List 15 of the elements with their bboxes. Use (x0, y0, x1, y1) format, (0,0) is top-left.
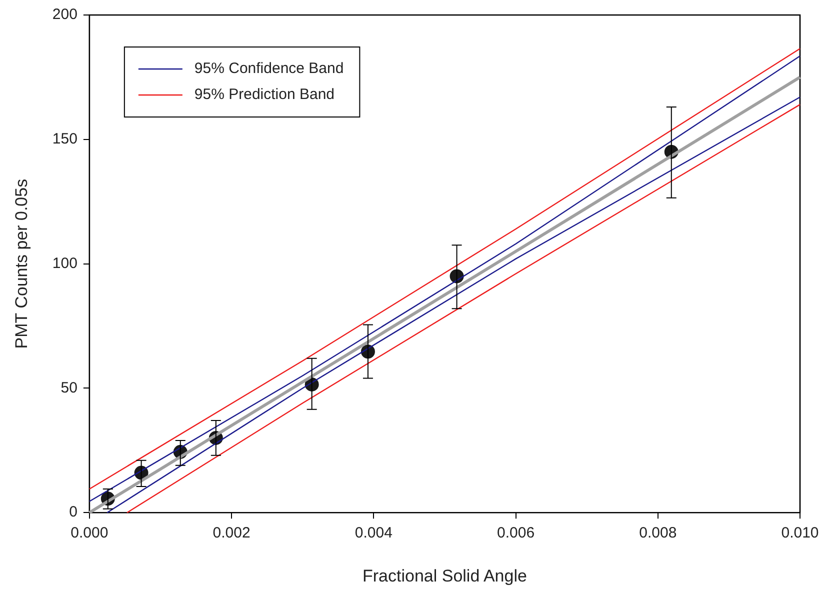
x-tick-label: 0.006 (496, 524, 535, 542)
x-tick-label: 0.010 (781, 524, 819, 542)
legend-label: 95% Confidence Band (194, 60, 344, 78)
x-axis-title: Fractional Solid Angle (362, 566, 527, 586)
x-tick-label: 0.000 (70, 524, 108, 542)
legend-label: 95% Prediction Band (194, 86, 335, 104)
x-tick-label: 0.002 (212, 524, 250, 542)
x-tick-label: 0.004 (354, 524, 392, 542)
y-tick-label: 200 (52, 6, 78, 24)
x-tick-label: 0.008 (639, 524, 677, 542)
y-tick-label: 50 (60, 379, 78, 396)
y-tick-label: 100 (52, 254, 78, 272)
y-axis-title: PMT Counts per 0.05s (12, 178, 31, 349)
y-tick-label: 0 (69, 504, 78, 521)
y-tick-label: 150 (52, 130, 78, 148)
